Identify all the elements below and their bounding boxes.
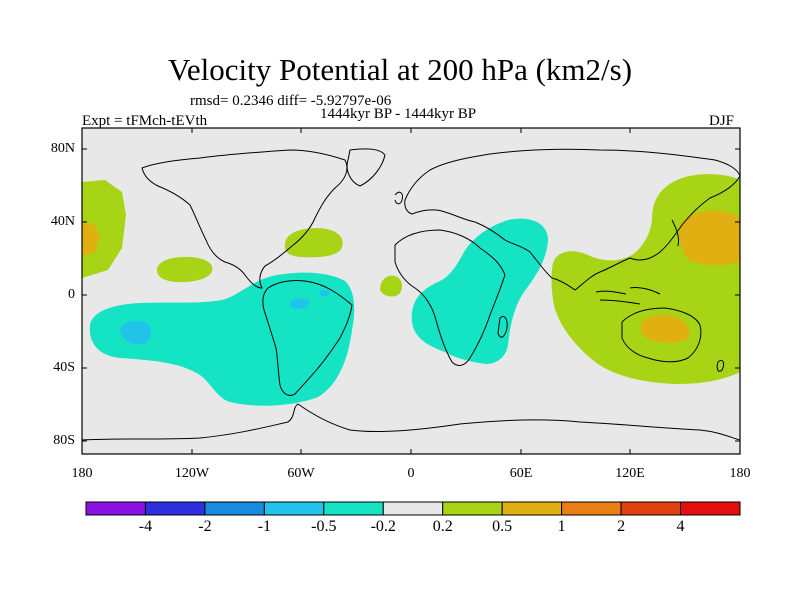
experiment-label: Expt = tFMch-tEVth — [82, 113, 208, 129]
lat-label-80s: 80S — [53, 433, 75, 448]
lon-label-180e: 180 — [729, 466, 751, 481]
longitude-ticks — [81, 128, 741, 454]
latitude-ticks — [82, 148, 740, 442]
colorbar-tick-label: 0.2 — [432, 518, 453, 535]
colorbar-swatch — [263, 501, 325, 516]
colorbar-tick-label: 4 — [676, 518, 685, 535]
anomaly-dateline-west — [82, 222, 100, 256]
colorbar-tick-label: 2 — [617, 518, 626, 535]
colorbar-swatch — [144, 501, 206, 516]
anomaly-australia-core — [640, 314, 690, 343]
lat-label-0: 0 — [68, 287, 75, 302]
coast-new-zealand — [716, 359, 725, 372]
coast-north-america — [141, 149, 348, 289]
coastlines — [81, 148, 741, 441]
lon-label-120e: 120E — [615, 466, 645, 481]
colorbar-tick-label: -0.5 — [311, 518, 337, 535]
coast-greenland — [346, 148, 386, 187]
lon-label-120w: 120W — [174, 466, 210, 481]
colorbar-swatch — [620, 501, 682, 516]
anomaly-south-pacific-core — [120, 320, 152, 345]
colorbar-tick-label: -1 — [257, 518, 272, 535]
coast-south-america — [262, 280, 353, 396]
stats-subtitle: rmsd= 0.2346 diff= -5.92797e-06 — [190, 93, 392, 109]
colorbar-swatch — [501, 501, 563, 516]
map-title: Velocity Potential at 200 hPa (km2/s) — [167, 52, 633, 87]
colorbar-swatch — [561, 501, 622, 516]
anomaly-amazon-core — [289, 298, 309, 309]
colorbar-swatch — [680, 501, 741, 516]
coast-australia — [621, 307, 702, 363]
lon-label-60w: 60W — [287, 466, 315, 481]
lat-label-40s: 40S — [53, 360, 75, 375]
lon-label-180w: 180 — [71, 466, 93, 481]
anomaly-atlantic-core — [319, 289, 330, 297]
coast-japan — [671, 219, 679, 247]
coast-uk — [394, 191, 403, 205]
colorbar-swatch — [442, 501, 503, 516]
colorbar-tick-label: -4 — [138, 518, 153, 535]
lon-label-0: 0 — [407, 466, 415, 481]
colorbar-swatch — [85, 501, 146, 516]
colorbar-tick-label: 1 — [557, 518, 566, 535]
lon-label-60e: 60E — [509, 466, 533, 481]
anomaly-north-pacific-core — [679, 210, 740, 265]
colorbar-tick-label: -0.2 — [370, 518, 396, 535]
negative-anomaly-regions — [89, 218, 548, 406]
anomaly-south-america-atlantic — [89, 272, 355, 406]
period-subtitle: 1444kyr BP - 1444kyr BP — [320, 106, 477, 122]
coast-antarctica — [81, 403, 741, 441]
coast-eurasia — [404, 148, 741, 291]
colorbar-swatch — [382, 501, 444, 516]
anomaly-pacific-west-edge — [82, 180, 126, 278]
strong-positive-regions — [82, 210, 740, 343]
strong-negative-regions — [120, 289, 330, 345]
colorbar-swatch — [323, 501, 384, 516]
coast-africa — [394, 229, 506, 366]
anomaly-central-pacific-blob — [157, 256, 213, 283]
lat-label-40n: 40N — [50, 214, 75, 229]
anomaly-africa-indian-ocean — [411, 218, 548, 364]
anomaly-west-africa-blob — [380, 275, 403, 297]
anomaly-north-america-blob — [284, 228, 343, 258]
colorbar-tick-label: -2 — [198, 518, 212, 535]
season-label: DJF — [709, 113, 735, 129]
colorbar-tick-label: 0.5 — [492, 518, 513, 535]
colorbar-swatch — [204, 501, 265, 516]
coast-madagascar — [497, 315, 508, 338]
lat-label-80n: 80N — [50, 141, 75, 156]
coast-indonesia — [595, 287, 661, 305]
colorbar — [85, 501, 741, 516]
